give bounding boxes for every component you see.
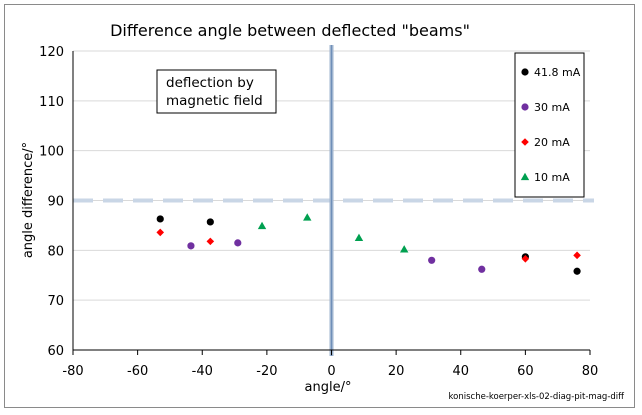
- x-tick-label: 80: [582, 364, 599, 379]
- data-point-10-ma: [354, 233, 364, 242]
- data-point-41-8-ma: [206, 218, 214, 226]
- y-tick-label: 60: [47, 344, 64, 359]
- x-tick-label: -40: [192, 364, 213, 379]
- y-tick-label: 90: [47, 195, 64, 210]
- x-axis-label: angle/°: [305, 380, 352, 395]
- data-point-10-ma: [303, 213, 312, 221]
- y-tick-label: 110: [39, 95, 64, 110]
- legend-label-30-ma: 30 mA: [534, 101, 570, 114]
- legend-box: [514, 52, 585, 198]
- y-tick-label: 70: [47, 294, 64, 309]
- x-tick-label: -20: [256, 364, 277, 379]
- x-tick-label: 40: [452, 364, 469, 379]
- data-point-20-ma: [156, 228, 165, 237]
- x-tick-label: 60: [517, 364, 534, 379]
- data-point-30-ma: [187, 242, 195, 250]
- annotation-box: deflection by magnetic field: [156, 69, 277, 114]
- data-point-20-ma: [206, 237, 215, 246]
- legend-marker-20-ma: [521, 138, 529, 146]
- legend-label-20-ma: 20 mA: [534, 136, 570, 149]
- legend-label-10-ma: 10 mA: [534, 171, 570, 184]
- data-point-20-ma: [573, 251, 581, 260]
- x-tick-label: -60: [127, 364, 148, 379]
- x-tick-label: 20: [388, 364, 405, 379]
- data-point-30-ma: [234, 239, 242, 247]
- legend-marker-41-8-ma: [521, 68, 529, 76]
- annotation-box-border: [156, 69, 277, 114]
- legend: 41.8 mA 30 mA 20 mA 10 mA: [514, 52, 585, 198]
- data-point-20-ma: [521, 255, 530, 263]
- data-point-10-ma: [257, 221, 267, 230]
- source-note: konische-koerper-xls-02-diag-pit-mag-dif…: [449, 392, 626, 402]
- legend-label-41-8-ma: 41.8 mA: [534, 66, 581, 79]
- annotation-line-2: magnetic field: [166, 93, 263, 109]
- data-points: [156, 213, 581, 275]
- data-point-10-ma: [400, 245, 409, 253]
- chart-title: Difference angle between deflected "beam…: [110, 21, 470, 40]
- data-point-41-8-ma: [573, 267, 581, 275]
- x-tick-label: -80: [62, 364, 83, 379]
- y-tick-label: 120: [39, 45, 64, 60]
- legend-marker-10-ma: [520, 172, 530, 181]
- axes: 60 70 80 90 100 110 120 -80 -60 -40 -20 0 20 40 60 80: [39, 45, 598, 379]
- annotation-line-1: deflection by: [166, 75, 254, 91]
- y-axis-label: angle difference/°: [21, 142, 36, 258]
- data-point-41-8-ma: [156, 215, 164, 223]
- data-point-30-ma: [428, 256, 436, 264]
- x-tick-label: 0: [327, 364, 335, 379]
- reference-lines: [73, 45, 594, 356]
- legend-marker-30-ma: [521, 103, 529, 111]
- y-tick-label: 80: [47, 244, 64, 259]
- data-point-30-ma: [478, 265, 486, 273]
- y-tick-label: 100: [39, 145, 64, 160]
